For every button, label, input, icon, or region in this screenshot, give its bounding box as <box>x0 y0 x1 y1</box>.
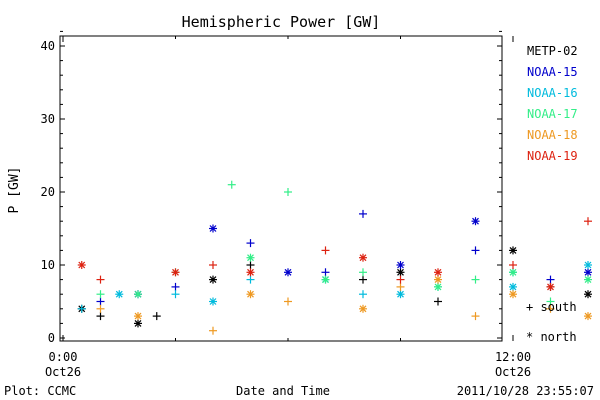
south-point <box>546 304 555 313</box>
south-point <box>96 275 105 284</box>
north-point <box>359 253 367 262</box>
south-point <box>546 275 555 284</box>
north-point <box>321 275 330 284</box>
north-point <box>584 261 592 269</box>
south-point <box>359 290 367 299</box>
marker-legend: + south * north <box>526 300 577 344</box>
south-point <box>321 268 330 277</box>
north-point <box>246 253 255 262</box>
north-point <box>115 290 124 299</box>
north-point <box>584 275 592 284</box>
data-points <box>77 180 592 335</box>
south-point <box>171 290 180 299</box>
y-tick-label: 20 <box>41 185 55 199</box>
north-point <box>396 268 405 277</box>
y-axis-label: P [GW] <box>7 167 22 214</box>
north-point <box>284 268 292 277</box>
south-point <box>284 297 292 306</box>
south-point <box>359 268 367 277</box>
marker-legend-entry: * north <box>526 330 577 344</box>
south-point <box>471 246 480 255</box>
timestamp: 2011/10/28 23:55:07 <box>457 384 594 398</box>
y-axis: 0 10 20 30 40 <box>41 30 502 345</box>
north-point <box>77 261 86 269</box>
south-point <box>227 180 236 189</box>
north-point <box>584 290 592 299</box>
north-point <box>471 217 480 226</box>
north-point <box>509 246 517 255</box>
south-point <box>434 297 442 306</box>
south-point <box>96 297 105 306</box>
north-point <box>509 268 517 277</box>
x-axis: 0:00Oct2612:00Oct260:00Oct2712:00Oct270:… <box>45 36 531 379</box>
x-tick-date: Oct26 <box>45 365 81 379</box>
x-tick-time: 12:00 <box>495 350 531 364</box>
x-tick-date: Oct26 <box>495 365 531 379</box>
y-tick-label: 0 <box>48 331 55 345</box>
legend-entry: NOAA-17 <box>527 107 578 121</box>
y-tick-label: 40 <box>41 39 55 53</box>
north-point <box>171 268 180 277</box>
south-point <box>284 188 292 196</box>
north-point <box>209 224 217 233</box>
south-point <box>246 239 255 248</box>
legend-entry: NOAA-15 <box>527 65 578 79</box>
south-point <box>96 290 105 299</box>
south-point <box>359 275 367 284</box>
north-point <box>584 268 592 277</box>
legend-entry: NOAA-16 <box>527 86 578 100</box>
north-point <box>209 297 217 306</box>
x-axis-label: Date and Time <box>236 384 330 398</box>
marker-legend-entry: + south <box>526 300 577 314</box>
legend-entry: NOAA-19 <box>527 149 578 163</box>
plot-credit: Plot: CCMC <box>4 384 76 398</box>
north-point <box>396 290 405 299</box>
north-point <box>434 275 442 284</box>
south-point <box>359 209 367 218</box>
south-point <box>246 275 255 284</box>
north-point <box>584 312 592 321</box>
north-point <box>134 319 142 328</box>
south-point <box>96 304 105 313</box>
south-point <box>171 282 180 291</box>
north-point <box>434 268 442 277</box>
south-point <box>96 312 105 321</box>
south-point <box>246 261 255 269</box>
south-point <box>509 261 517 269</box>
north-point <box>134 290 142 299</box>
x-tick-time: 0:00 <box>49 350 78 364</box>
south-point <box>209 326 217 335</box>
north-point <box>546 282 555 291</box>
legend: METP-02 NOAA-15 NOAA-16 NOAA-17 NOAA-18 NOAA-… <box>527 44 578 163</box>
south-point <box>321 246 330 255</box>
north-point <box>246 290 255 299</box>
legend-entry: METP-02 <box>527 44 578 58</box>
north-point <box>509 282 517 291</box>
north-point <box>396 261 405 269</box>
chart-title: Hemispheric Power [GW] <box>182 13 381 31</box>
y-tick-label: 30 <box>41 112 55 126</box>
south-point <box>584 217 592 226</box>
north-point <box>134 312 142 321</box>
south-point <box>471 275 480 284</box>
y-tick-label: 10 <box>41 258 55 272</box>
south-point <box>546 297 555 306</box>
south-point <box>396 275 405 284</box>
north-point <box>434 282 442 291</box>
legend-entry: NOAA-18 <box>527 128 578 142</box>
north-point <box>246 268 255 277</box>
plot-frame <box>59 35 503 342</box>
south-point <box>77 304 86 313</box>
south-point <box>152 312 161 321</box>
north-point <box>509 290 517 299</box>
south-point <box>471 312 480 321</box>
south-point <box>396 282 405 291</box>
north-point <box>359 304 367 313</box>
north-point <box>209 275 217 284</box>
south-point <box>209 261 217 269</box>
